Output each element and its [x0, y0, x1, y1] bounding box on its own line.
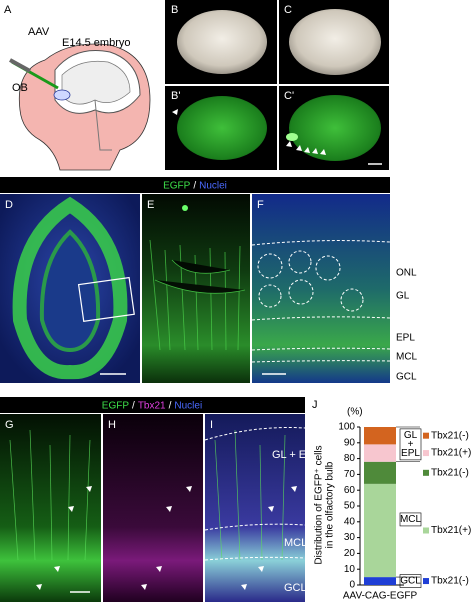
brain-fluorescence — [177, 96, 267, 160]
bar-segment — [364, 461, 396, 484]
legend-swatch — [423, 527, 429, 534]
group-label: GCL — [400, 576, 421, 587]
header-part: EGFP — [163, 180, 191, 191]
header-part: Nuclei — [199, 180, 227, 191]
layer-label: GL — [396, 291, 410, 302]
bar-segment — [364, 427, 396, 445]
annotation: AAV — [28, 26, 50, 38]
y-tick-label: 40 — [344, 516, 356, 527]
y-tick-label: 10 — [344, 564, 356, 575]
x-tick-label: AAV-CAG-EGFP — [343, 591, 418, 602]
group-box — [399, 512, 422, 527]
layer-borders — [251, 240, 391, 363]
legend-swatch — [423, 469, 429, 476]
y-tick-label: 50 — [344, 501, 356, 512]
annotation: E14.5 embryo — [62, 37, 130, 49]
panel-label: E — [147, 199, 154, 211]
brain-dorsal — [177, 10, 267, 74]
panel-label: I — [210, 419, 213, 431]
panel-label: A — [4, 4, 12, 16]
legend-label: Tbx21(-) — [431, 467, 469, 478]
cell — [182, 205, 188, 211]
panel-label: J — [312, 399, 318, 411]
layer-label: MCL — [284, 537, 307, 549]
legend-swatch — [423, 450, 429, 457]
layer-label: GCL — [396, 372, 417, 383]
mitral-layer — [12, 196, 128, 380]
bar-segment — [364, 483, 396, 578]
group-label: GL — [404, 430, 418, 441]
layer-label: EPL — [396, 333, 415, 344]
bar-segment — [364, 577, 396, 585]
layer-label: MCL — [396, 352, 418, 363]
fibers — [9, 429, 286, 561]
layer-borders — [204, 427, 306, 561]
arrowheads — [36, 486, 297, 590]
fibers — [149, 239, 246, 351]
group-label: + — [408, 439, 414, 450]
panel-label: C' — [284, 90, 294, 102]
header-bar — [0, 397, 305, 413]
panel-label: B' — [171, 90, 180, 102]
legend-label: Tbx21(-) — [431, 576, 469, 587]
header-part: / — [169, 400, 172, 411]
panel-label: B — [171, 4, 178, 16]
panel-label: G — [5, 419, 14, 431]
ob-signal — [286, 133, 298, 141]
y-tick-label: 60 — [344, 485, 356, 496]
y-unit: (%) — [347, 407, 363, 418]
y-tick-label: 90 — [344, 437, 356, 448]
y-tick-label: 20 — [344, 548, 356, 559]
arrowheads — [172, 109, 326, 155]
panel-i — [205, 414, 305, 602]
group-box — [399, 574, 422, 588]
legend-label: Tbx21(+) — [431, 525, 471, 536]
layer-label: GCL — [284, 582, 307, 594]
y-tick-label: 100 — [338, 422, 355, 433]
layer-label: GL + EPL — [272, 449, 320, 461]
group-label: EPL — [401, 448, 420, 459]
legend-swatch — [423, 432, 429, 439]
legend-label: Tbx21(-) — [431, 430, 469, 441]
y-axis-label: in the olfactory bulb — [325, 461, 336, 548]
header: EGFP / Nuclei — [163, 180, 227, 191]
y-tick-label: 30 — [344, 532, 356, 543]
header-part: EGFP — [102, 400, 130, 411]
y-axis-label: Distribution of EGFP⁺ cells — [314, 445, 325, 564]
y-tick-label: 70 — [344, 469, 356, 480]
header-part: Tbx21 — [138, 400, 166, 411]
panel-label: D — [5, 199, 13, 211]
panel-label: H — [108, 419, 116, 431]
header-part: Nuclei — [174, 400, 202, 411]
y-tick-label: 0 — [349, 580, 355, 591]
panel-label: F — [257, 199, 264, 211]
panel-h — [103, 414, 203, 602]
panel-g — [0, 414, 101, 602]
header: EGFP / Tbx21/Nuclei — [102, 400, 202, 411]
annotation: OB — [12, 82, 28, 94]
group-label: MCL — [400, 514, 422, 525]
header-part: / — [193, 180, 196, 191]
legend-label: Tbx21(+) — [431, 448, 471, 459]
inset-box — [77, 276, 135, 322]
brain-fluorescence — [289, 95, 381, 161]
panel-label: C — [284, 4, 292, 16]
panel-f — [252, 194, 390, 383]
group-box — [399, 428, 422, 461]
y-tick-label: 80 — [344, 453, 356, 464]
chart: 0 10 20 30 40 50 60 70 80 90 100 AAV-CAG-EGFP Tbx21(… — [338, 422, 471, 602]
legend-swatch — [423, 578, 429, 585]
header-bar — [0, 177, 390, 193]
layer-label: ONL — [396, 268, 417, 279]
panel-a-drawing — [9, 43, 151, 171]
bar-segment — [364, 444, 396, 462]
header-part: / — [132, 400, 135, 411]
brain-ventral — [289, 9, 381, 75]
